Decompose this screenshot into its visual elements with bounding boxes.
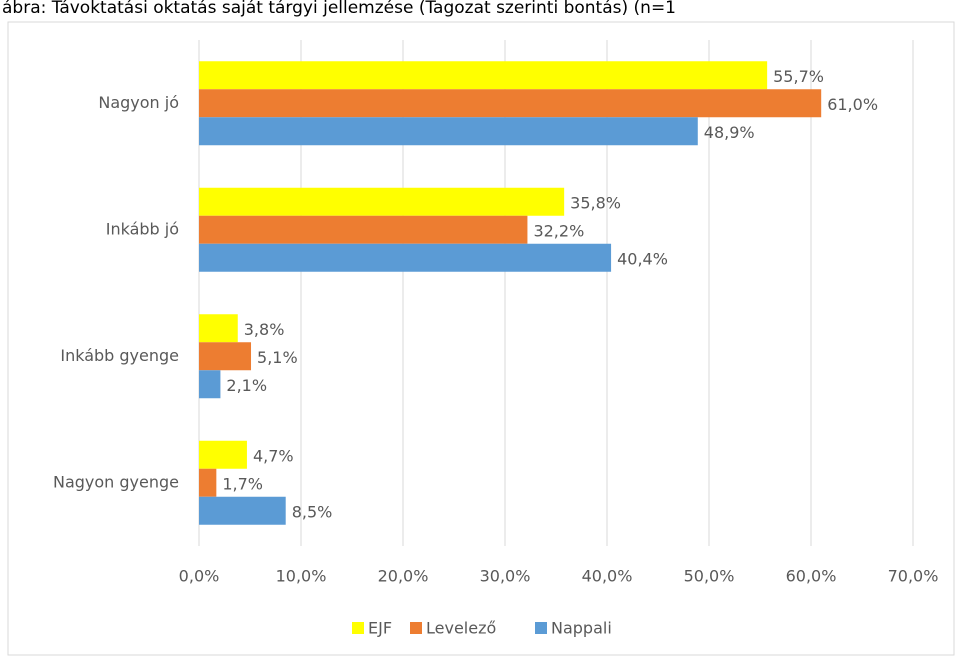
value-label: 5,1% [257,348,298,367]
value-label: 8,5% [292,502,333,521]
x-tick-label: 10,0% [276,567,327,586]
x-tick-label: 70,0% [888,567,939,586]
bar [199,243,612,272]
bar [199,117,698,146]
bar [199,89,822,118]
value-label: 40,4% [617,249,668,268]
value-label: 2,1% [226,376,267,395]
value-label: 55,7% [773,67,824,86]
legend-label: Levelező [426,619,496,638]
y-tick-label: Nagyon gyenge [53,472,179,491]
legend-swatch [410,622,422,634]
value-label: 48,9% [704,123,755,142]
x-tick-label: 50,0% [684,567,735,586]
bar [199,187,565,216]
bar [199,314,238,343]
bar [199,440,247,469]
value-label: 3,8% [244,320,285,339]
legend-label: Nappali [551,619,612,638]
y-tick-label: Inkább jó [106,219,179,238]
bar [199,370,221,399]
x-tick-label: 40,0% [582,567,633,586]
value-label: 32,2% [533,221,584,240]
x-tick-label: 0,0% [179,567,220,586]
bar [199,342,252,371]
x-tick-label: 60,0% [786,567,837,586]
bar [199,61,768,90]
y-tick-label: Nagyon jó [98,93,179,112]
bar [199,496,286,525]
legend-label: EJF [368,619,392,638]
legend-swatch [352,622,364,634]
value-label: 1,7% [222,474,263,493]
y-tick-label: Inkább gyenge [60,346,179,365]
x-tick-label: 30,0% [480,567,531,586]
legend-swatch [535,622,547,634]
x-tick-label: 20,0% [378,567,429,586]
value-label: 61,0% [827,95,878,114]
value-label: 4,7% [253,446,294,465]
bar [199,468,217,497]
value-label: 35,8% [570,193,621,212]
bar [199,215,528,244]
chart-title: ábra: Távoktatási oktatás saját tárgyi j… [2,0,676,18]
